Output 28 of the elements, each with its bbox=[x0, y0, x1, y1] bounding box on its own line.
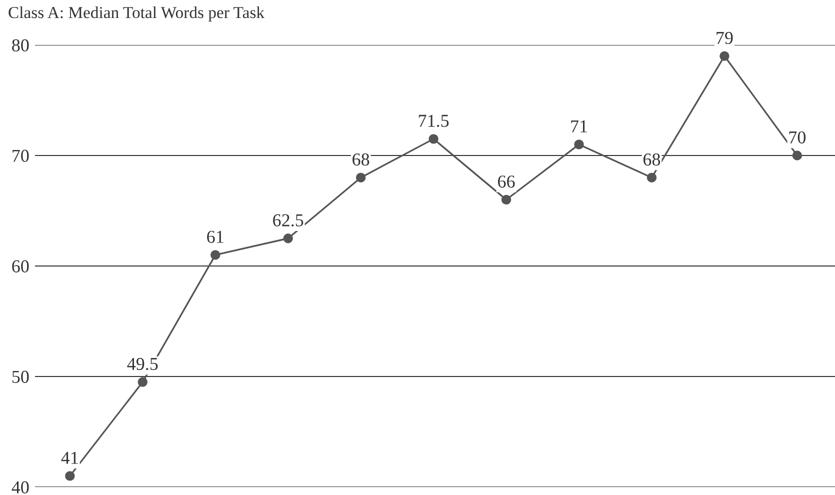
point bbox=[646, 172, 657, 182]
point bbox=[720, 51, 730, 61]
data-label: 68 bbox=[643, 153, 660, 166]
chart-title: Class A: Median Total Words per Task bbox=[8, 6, 265, 22]
data-label: 71 bbox=[571, 120, 587, 132]
point bbox=[138, 377, 148, 387]
data-label: 49.5 bbox=[127, 358, 158, 370]
y-tick-label: 60 bbox=[12, 260, 29, 272]
point bbox=[428, 134, 438, 144]
y-tick-label: 70 bbox=[12, 150, 29, 162]
y-tick-label: 40 bbox=[12, 481, 29, 494]
point bbox=[283, 234, 293, 244]
point bbox=[501, 194, 512, 205]
data-label: 62.5 bbox=[273, 214, 304, 226]
data-label: 79 bbox=[716, 32, 733, 44]
data-label: 66 bbox=[498, 176, 515, 188]
point bbox=[210, 250, 220, 260]
point bbox=[65, 471, 75, 481]
y-tick-label: 80 bbox=[12, 39, 29, 52]
data-label: 68 bbox=[352, 153, 370, 166]
data-label: 61 bbox=[207, 230, 224, 243]
data-label: 70 bbox=[789, 131, 806, 144]
point bbox=[574, 140, 584, 150]
point bbox=[792, 150, 802, 160]
data-label: 71.5 bbox=[418, 114, 449, 128]
point bbox=[356, 172, 366, 182]
data-label: 41 bbox=[61, 452, 78, 464]
y-tick-label: 50 bbox=[12, 370, 29, 383]
